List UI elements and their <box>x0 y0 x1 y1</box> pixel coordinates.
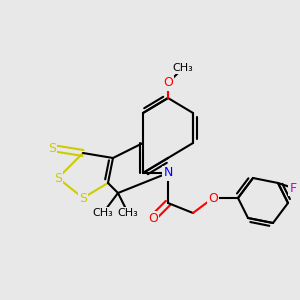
Text: O: O <box>163 76 173 89</box>
Text: F: F <box>290 182 297 194</box>
Text: CH₃: CH₃ <box>118 208 138 218</box>
Text: S: S <box>79 191 87 205</box>
Text: CH₃: CH₃ <box>172 63 194 73</box>
Text: O: O <box>208 191 218 205</box>
Text: CH₃: CH₃ <box>93 208 113 218</box>
Text: O: O <box>148 212 158 224</box>
Text: S: S <box>54 172 62 184</box>
Text: N: N <box>163 167 173 179</box>
Text: S: S <box>48 142 56 154</box>
